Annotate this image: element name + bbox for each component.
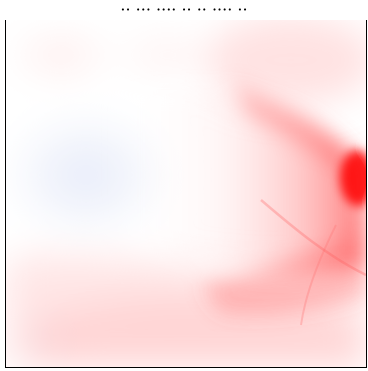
bottom-pink-band: [36, 295, 366, 367]
faint-red-seam-1: [300, 224, 337, 326]
heatmap-frame: [5, 20, 367, 368]
heatmap-soft-layer: [6, 20, 366, 367]
heatmap-core-layer: [271, 98, 366, 254]
heatmap-field: [6, 20, 366, 367]
faint-red-seam-2: [260, 199, 366, 277]
top-right-pink-region: [206, 20, 366, 105]
top-left-pink-region: [6, 23, 131, 87]
hot-core-region: [271, 98, 366, 254]
clipped-caption-text: ·· ··· ···· ·· ·· ···· ··: [120, 0, 248, 19]
top-center-pink-region: [96, 25, 236, 85]
hot-peak: [340, 150, 366, 206]
right-lower-red-arm: [201, 230, 366, 315]
